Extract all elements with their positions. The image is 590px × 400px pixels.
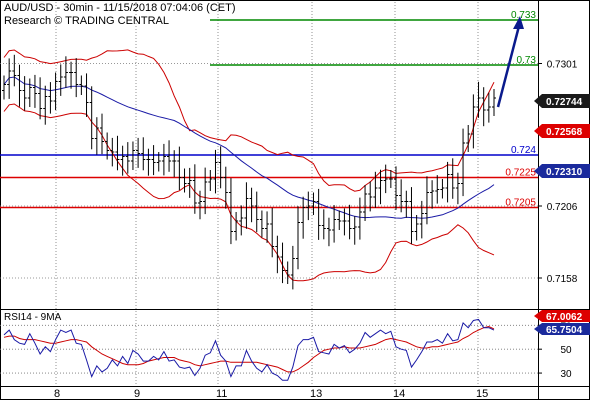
rsi-marker-label: 67.0062 — [546, 312, 583, 323]
bollinger-upper — [3, 49, 495, 192]
time-tick-label: 9 — [134, 388, 140, 400]
forecast-arrow-shaft — [496, 25, 521, 108]
level-label: 0.7205 — [505, 198, 536, 209]
price-marker-label: 0.72568 — [546, 127, 583, 138]
bollinger-lower — [3, 103, 495, 282]
rsi-tick-label: 50 — [560, 345, 572, 356]
price-marker — [534, 124, 590, 138]
chart-title: AUD/USD - 30min - 11/15/2018 07:04:06 (C… — [4, 2, 236, 14]
chart-credit: Research © TRADING CENTRAL — [4, 15, 169, 27]
price-tick-label: 0.7301 — [547, 60, 578, 71]
rsi-marker — [534, 323, 590, 335]
time-tick-label: 8 — [54, 388, 60, 400]
level-label: 0.733 — [511, 10, 536, 21]
moving-average — [3, 76, 495, 219]
price-tick-label: 0.7158 — [547, 274, 578, 285]
rsi-panel-title: RSI14 - 9MA — [4, 312, 62, 323]
price-marker-label: 0.72744 — [546, 97, 583, 108]
level-label: 0.73 — [517, 55, 537, 66]
time-tick-label: 14 — [393, 388, 405, 400]
price-tick-label: 0.7206 — [547, 202, 578, 213]
level-label: 0.7225 — [505, 168, 536, 179]
time-tick-label: 13 — [310, 388, 322, 400]
rsi-marker-label: 65.7504 — [546, 325, 583, 336]
level-label: 0.724 — [511, 145, 536, 156]
rsi-tick-label: 30 — [560, 369, 572, 380]
time-tick-label: 15 — [476, 388, 488, 400]
price-marker-label: 0.72310 — [546, 167, 583, 178]
price-marker — [534, 164, 590, 178]
rsi-ma-line — [3, 325, 495, 373]
rsi-line — [3, 318, 495, 381]
rsi-marker — [534, 310, 590, 322]
price-marker — [534, 94, 590, 108]
price-bars — [2, 54, 496, 290]
time-tick-label: 11 — [216, 388, 227, 400]
forecast-arrow-head — [513, 16, 524, 29]
